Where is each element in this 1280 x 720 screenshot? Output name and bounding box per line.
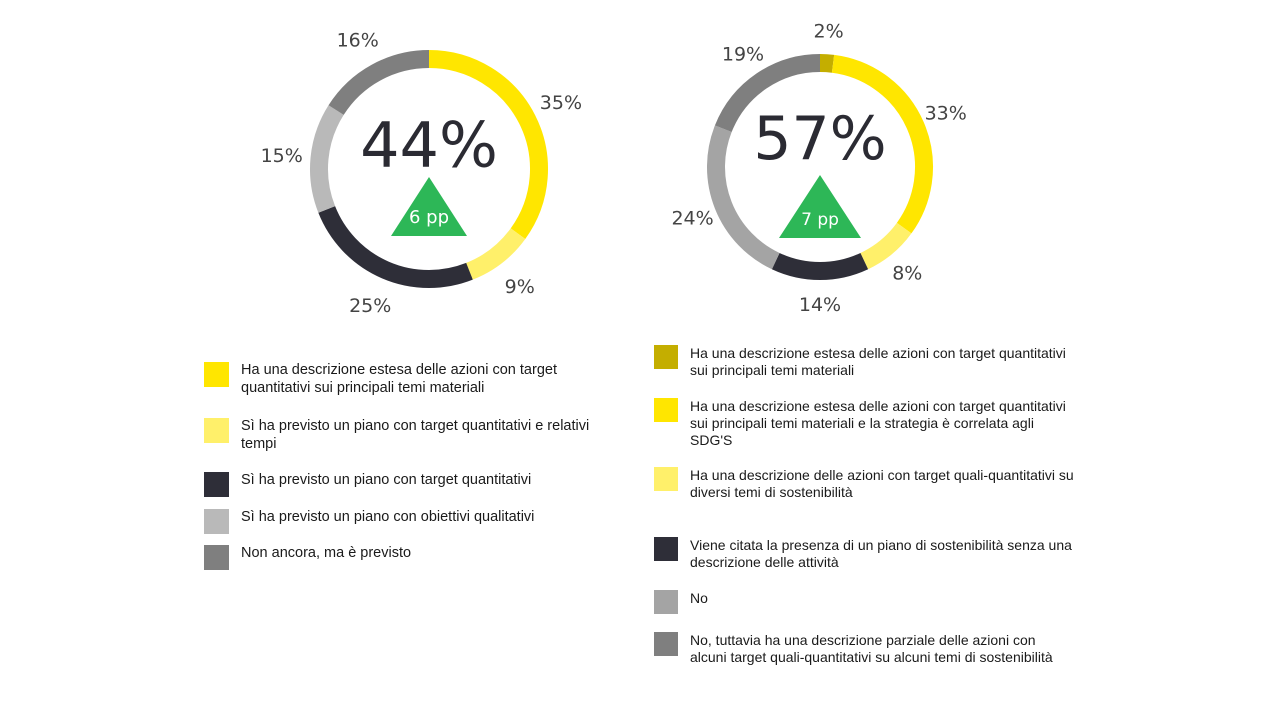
donut-slice [860,222,912,270]
slice-value-label: 24% [671,207,713,229]
legend-item: Ha una descrizione estesa delle azioni c… [654,345,1074,379]
legend-swatch [654,590,678,614]
donut-slice [819,54,835,73]
legend-item: Ha una descrizione estesa delle azioni c… [204,362,624,397]
legend-swatch [204,472,229,497]
legend-label: Ha una descrizione estesa delle azioni c… [690,345,1066,378]
donut-slice [714,54,821,133]
donut-slice [428,50,548,239]
slice-value-label: 35% [540,92,582,114]
legend-swatch [654,467,678,491]
legend-label: Non ancora, ma è previsto [241,545,412,561]
legend-label: No, tuttavia ha una descrizione parziale… [690,632,1053,665]
legend-swatch [654,398,678,422]
legend-swatch [204,509,229,534]
legend-item: No, tuttavia ha una descrizione parziale… [654,632,1074,666]
slice-value-label: 25% [349,295,391,317]
legend-label: Sì ha previsto un piano con target quant… [241,472,532,488]
donut-slice [310,105,344,213]
legend-swatch [654,345,678,369]
donut-chart-right: 2% 33% 8% 14% 24% 19% 57% 7 pp [671,20,966,316]
slice-value-label: 14% [799,294,841,316]
donut-slice [771,252,869,280]
legend-label: Sì ha previsto un piano con target quant… [241,418,590,452]
slice-value-label: 9% [505,276,535,298]
legend-label: Viene citata la presenza di un piano di … [690,537,1072,570]
legend-swatch [204,418,229,443]
donut-slice [465,228,526,280]
legend-item: Ha una descrizione estesa delle azioni c… [654,398,1074,449]
legend-item: No [654,590,708,614]
legend-item: Non ancora, ma è previsto [204,545,411,570]
delta-label: 6 pp [409,207,449,228]
increase-triangle-icon [391,177,467,236]
legend-item: Viene citata la presenza di un piano di … [654,537,1074,571]
legend-item: Sì ha previsto un piano con obiettivi qu… [204,509,534,534]
slice-value-label: 16% [337,29,379,51]
slice-value-label: 2% [814,20,844,42]
increase-triangle-icon [779,175,861,238]
donut-slice [707,125,780,270]
legend-swatch [204,362,229,387]
legend-swatch [654,632,678,656]
donut-slice [318,206,473,288]
legend-label: Sì ha previsto un piano con obiettivi qu… [241,509,535,525]
slice-value-label: 8% [892,263,922,285]
legend-label: Ha una descrizione estesa delle azioni c… [690,398,1066,448]
legend-label: No [690,590,708,606]
slice-value-label: 33% [925,103,967,125]
legend-item: Ha una descrizione delle azioni con targ… [654,467,1074,501]
donut-slice [831,54,933,234]
legend-label: Ha una descrizione estesa delle azioni c… [241,362,557,396]
legend-item: Sì ha previsto un piano con target quant… [204,418,624,453]
legend-label: Ha una descrizione delle azioni con targ… [690,467,1074,500]
legend-swatch [654,537,678,561]
center-percentage: 44% [360,109,498,182]
donut-chart-left: 35% 9% 25% 15% 16% 44% 6 pp [261,29,582,317]
delta-label: 7 pp [801,210,839,230]
slice-value-label: 15% [261,145,303,167]
donut-slice [328,50,430,116]
legend-swatch [204,545,229,570]
center-percentage: 57% [753,104,886,174]
slice-value-label: 19% [722,44,764,66]
legend-item: Sì ha previsto un piano con target quant… [204,472,531,497]
